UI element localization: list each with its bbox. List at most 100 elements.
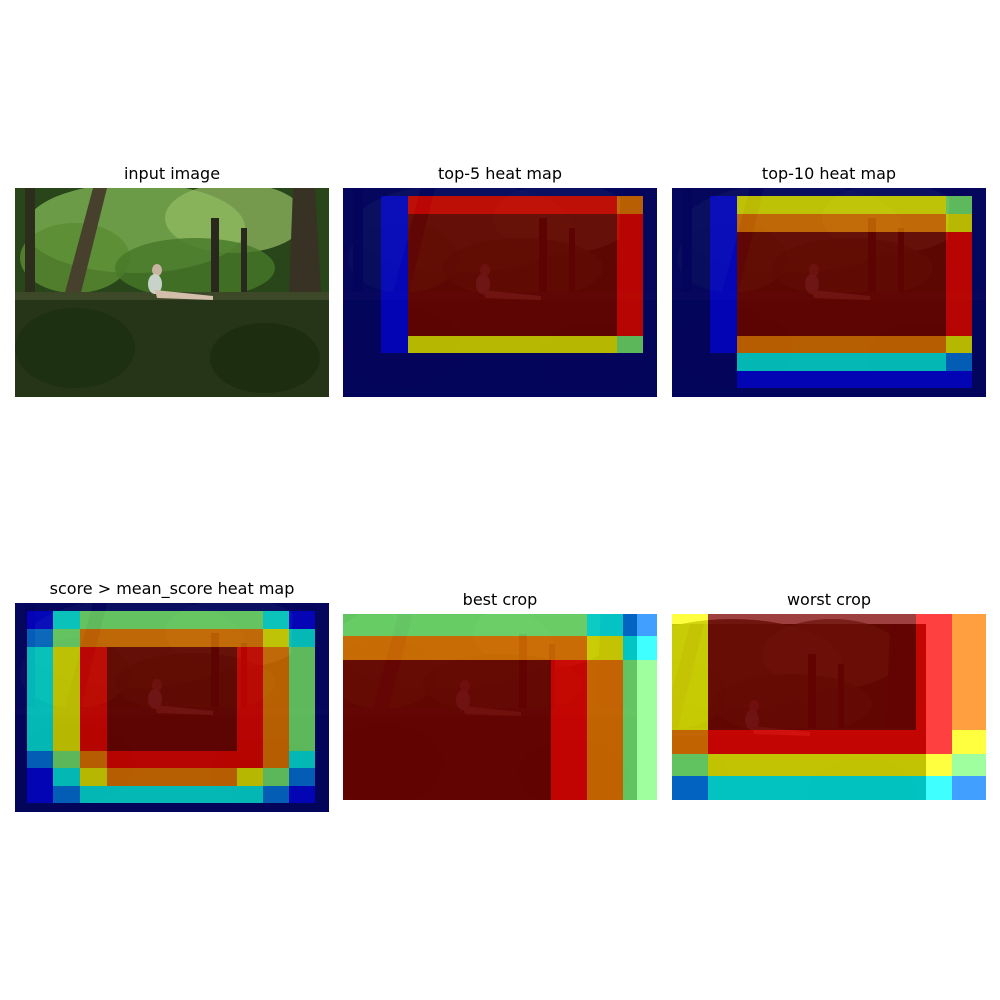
heat-cell [27, 629, 53, 647]
heat-cell [946, 214, 972, 232]
heat-cell [672, 388, 710, 397]
heat-cell [708, 730, 916, 754]
heat-cell [289, 786, 315, 803]
heat-cell [27, 751, 53, 768]
heat-cell [946, 388, 972, 397]
heat-cell [343, 660, 551, 800]
heat-cell [737, 371, 946, 388]
heat-cell [343, 336, 381, 353]
heat-cell [972, 232, 986, 336]
heat-cell [672, 196, 710, 214]
panel-top5-heatmap [343, 188, 657, 397]
heat-cell [80, 629, 107, 647]
top5-heatmap-image [343, 188, 657, 397]
heat-cell [237, 768, 263, 786]
tree-trunk-far [25, 188, 35, 308]
panel-best-crop [343, 614, 657, 800]
heat-cell [53, 629, 80, 647]
heat-cell [263, 603, 289, 611]
heat-cell [708, 776, 916, 800]
heat-cell [237, 803, 263, 812]
heat-cell [53, 611, 80, 629]
heat-cell [15, 629, 27, 647]
heat-cell [289, 768, 315, 786]
heat-cell [27, 803, 53, 812]
heat-cell [237, 647, 263, 751]
heat-cell [107, 751, 237, 768]
heat-cell [237, 629, 263, 647]
heat-cell [107, 603, 237, 611]
heat-cell [237, 751, 263, 768]
heat-cell [381, 336, 408, 353]
title-best-crop: best crop [343, 590, 657, 610]
heat-cell [107, 647, 237, 751]
heat-cell [107, 611, 237, 629]
heat-cell [617, 336, 643, 353]
heat-cell [952, 614, 986, 730]
panel-top10-heatmap [672, 188, 986, 397]
heat-cell [80, 611, 107, 629]
heat-cell [343, 614, 551, 636]
top10-heatmap-image [672, 188, 986, 397]
heat-cell [80, 786, 107, 803]
heat-cell [643, 188, 657, 196]
heat-cell [710, 188, 737, 196]
heat-cell [289, 603, 315, 611]
heat-cell [263, 803, 289, 812]
heat-cell [381, 353, 408, 397]
heat-cell [737, 353, 946, 371]
heat-cell [617, 196, 643, 214]
heat-cell [672, 232, 710, 336]
heat-cell [343, 188, 381, 196]
heatmap-overlay [343, 188, 657, 397]
tree-trunk-back [211, 218, 219, 298]
heat-cell [408, 188, 617, 196]
heat-cell [672, 214, 710, 232]
panel-worst-crop [672, 614, 986, 800]
heat-cell [107, 786, 237, 803]
heat-cell [672, 353, 710, 371]
heat-cell [263, 629, 289, 647]
heat-cell [710, 353, 737, 371]
heat-cell [263, 647, 289, 751]
heatmap-overlay [672, 188, 986, 397]
heat-cell [587, 660, 623, 800]
tree-trunk-back-2 [241, 228, 247, 298]
heat-cell [972, 188, 986, 196]
heat-cell [551, 614, 587, 636]
heat-cell [53, 768, 80, 786]
heat-cell [315, 803, 329, 812]
heat-cell [623, 660, 657, 800]
heat-cell [237, 603, 263, 611]
heat-cell [408, 336, 617, 353]
heat-cell [237, 611, 263, 629]
heat-cell [737, 214, 946, 232]
heat-cell [617, 188, 643, 196]
heat-cell [289, 751, 315, 768]
heat-cell [643, 196, 657, 214]
heat-cell [263, 751, 289, 768]
heat-cell [27, 647, 53, 751]
panel-input-image [15, 188, 329, 397]
heat-cell [672, 614, 708, 730]
heat-cell [80, 803, 107, 812]
forest-scene [15, 188, 329, 397]
heat-cell [15, 603, 27, 611]
heat-cell [737, 188, 946, 196]
mean-score-heatmap-image [15, 603, 329, 812]
heat-cell [315, 647, 329, 751]
heatmap-overlay [15, 603, 329, 812]
heat-cell [551, 660, 587, 800]
heat-cell [408, 214, 617, 336]
heat-cell [15, 647, 27, 751]
heat-cell [80, 751, 107, 768]
heat-cell [643, 336, 657, 353]
heat-cell [107, 768, 237, 786]
heat-cell [672, 371, 710, 388]
heat-cell [643, 353, 657, 397]
title-input-image: input image [15, 164, 329, 184]
heat-cell [53, 603, 80, 611]
heat-cell [672, 730, 708, 754]
heat-cell [289, 647, 315, 751]
heat-cell [672, 776, 708, 800]
